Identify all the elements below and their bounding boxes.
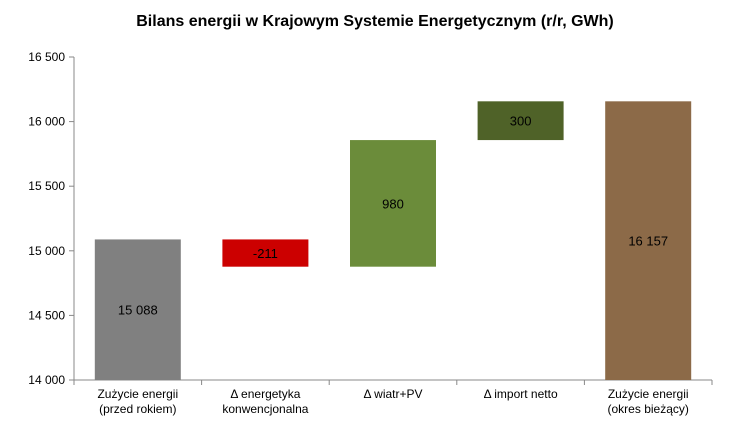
- x-category-label: Δ energetyka konwencjonalna: [222, 387, 308, 416]
- data-label-2: -211: [253, 246, 278, 261]
- x-category-label: Δ wiatr+PV: [363, 387, 422, 401]
- y-tick-label: 15 000: [28, 244, 65, 258]
- data-label-4: 300: [510, 114, 532, 129]
- data-label-1: 15 088: [118, 303, 158, 318]
- bar-5: [605, 101, 692, 380]
- data-labels-group: 15 088 -211 980 300 16 157: [118, 114, 668, 318]
- x-axis: Zużycie energii (przed rokiem) Δ energetyk…: [73, 379, 713, 416]
- y-tick-label: 16 500: [28, 50, 65, 64]
- x-category-label: Δ import netto: [484, 387, 558, 401]
- y-axis: 14 000 14 500 15 000 15 500 16 000 16 500: [28, 50, 75, 387]
- data-label-3: 980: [382, 196, 404, 211]
- chart-title: Bilans energii w Krajowym Systemie Energ…: [136, 13, 613, 30]
- bars-group: [94, 101, 692, 380]
- y-tick-label: 14 500: [28, 308, 65, 322]
- bar-2: [222, 239, 309, 267]
- data-label-5: 16 157: [628, 234, 668, 249]
- x-category-label: Zużycie energii (okres bieżący): [608, 387, 689, 416]
- y-tick-label: 16 000: [28, 115, 65, 129]
- bar-3: [350, 140, 436, 267]
- x-category-label: Zużycie energii (przed rokiem): [97, 387, 178, 416]
- y-tick-label: 14 000: [28, 373, 65, 387]
- bar-1: [94, 239, 181, 380]
- bar-4: [477, 101, 564, 141]
- y-tick-label: 15 500: [28, 179, 65, 193]
